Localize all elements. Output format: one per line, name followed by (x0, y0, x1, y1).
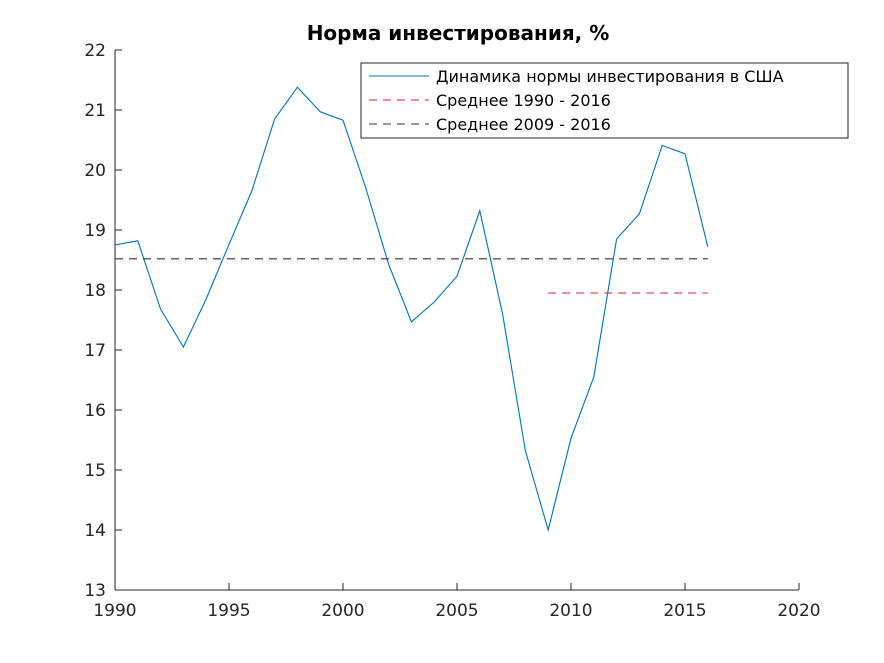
y-tick-label: 21 (84, 101, 106, 121)
legend-label-3: Среднее 2009 - 2016 (436, 115, 611, 134)
y-tick-label: 13 (84, 581, 106, 601)
legend-label-1: Динамика нормы инвестирования в США (436, 67, 784, 86)
x-tick-label: 2015 (663, 601, 706, 621)
y-tick-label: 22 (84, 41, 106, 61)
y-tick-label: 16 (84, 401, 106, 421)
x-tick-label: 2000 (321, 601, 364, 621)
x-tick-label: 2020 (777, 601, 820, 621)
legend: Динамика нормы инвестирования в США Средн… (360, 62, 849, 139)
x-tick-label: 2010 (549, 601, 592, 621)
x-tick-label: 2005 (435, 601, 478, 621)
series-line-1 (114, 86, 709, 533)
x-tick-label: 1995 (207, 601, 250, 621)
x-tick-label: 1990 (93, 601, 136, 621)
y-tick-label: 18 (84, 281, 106, 301)
legend-label-2: Среднее 1990 - 2016 (436, 91, 611, 110)
y-tick-label: 19 (84, 221, 106, 241)
axes: 1990 1995 2000 2005 2010 2015 2020 13 14 15 16 17 18… (84, 41, 820, 621)
y-tick-label: 14 (84, 521, 106, 541)
y-tick-label: 15 (84, 461, 106, 481)
legend-box (360, 62, 849, 139)
y-tick-label: 20 (84, 161, 106, 181)
y-tick-label: 17 (84, 341, 106, 361)
plot-area (114, 86, 709, 533)
chart-title: Норма инвестирования, % (307, 21, 610, 45)
